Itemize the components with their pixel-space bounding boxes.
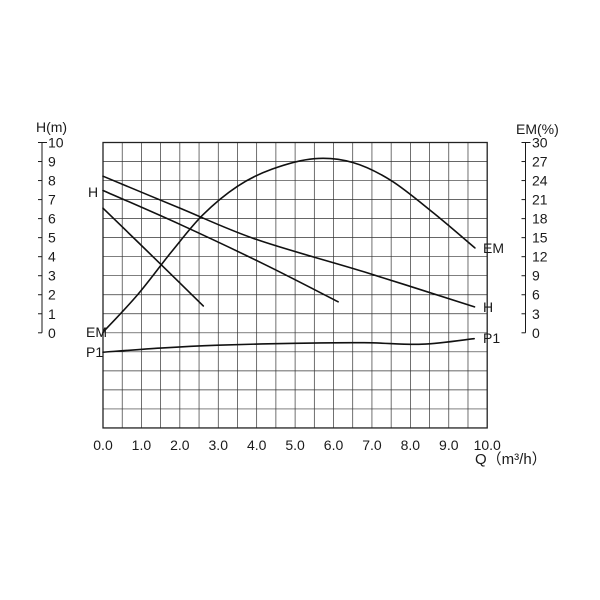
svg-text:P1: P1 [483,330,500,346]
svg-text:7.0: 7.0 [362,437,382,453]
svg-text:0: 0 [48,325,56,341]
svg-text:0: 0 [532,325,540,341]
svg-text:30: 30 [532,135,548,151]
svg-text:8: 8 [48,173,56,189]
svg-text:3.0: 3.0 [209,437,229,453]
svg-text:7: 7 [48,192,56,208]
svg-text:15: 15 [532,230,548,246]
svg-text:6: 6 [48,211,56,227]
svg-text:12: 12 [532,249,548,265]
svg-text:0.0: 0.0 [93,437,113,453]
svg-text:6: 6 [532,287,540,303]
svg-text:3: 3 [48,268,56,284]
svg-text:8.0: 8.0 [401,437,421,453]
svg-text:1: 1 [48,306,56,322]
svg-text:9: 9 [532,268,540,284]
svg-text:10.0: 10.0 [474,437,501,453]
svg-text:EM: EM [483,240,504,256]
svg-text:P1: P1 [86,344,103,360]
svg-text:27: 27 [532,154,548,170]
svg-text:6.0: 6.0 [324,437,344,453]
svg-text:Q（m³/h）: Q（m³/h） [475,451,547,468]
svg-text:H: H [88,184,98,200]
svg-text:18: 18 [532,211,548,227]
svg-text:2: 2 [48,287,56,303]
svg-text:10: 10 [48,135,64,151]
svg-text:4.0: 4.0 [247,437,267,453]
svg-text:H: H [483,299,493,315]
svg-text:2.0: 2.0 [170,437,190,453]
svg-text:H(m): H(m) [36,119,67,135]
svg-text:5: 5 [48,230,56,246]
svg-text:EM: EM [86,324,107,340]
svg-text:21: 21 [532,192,548,208]
svg-text:1.0: 1.0 [132,437,152,453]
svg-text:4: 4 [48,249,56,265]
svg-text:24: 24 [532,173,548,189]
svg-text:3: 3 [532,306,540,322]
svg-text:9: 9 [48,154,56,170]
svg-text:9.0: 9.0 [439,437,459,453]
svg-text:5.0: 5.0 [285,437,305,453]
